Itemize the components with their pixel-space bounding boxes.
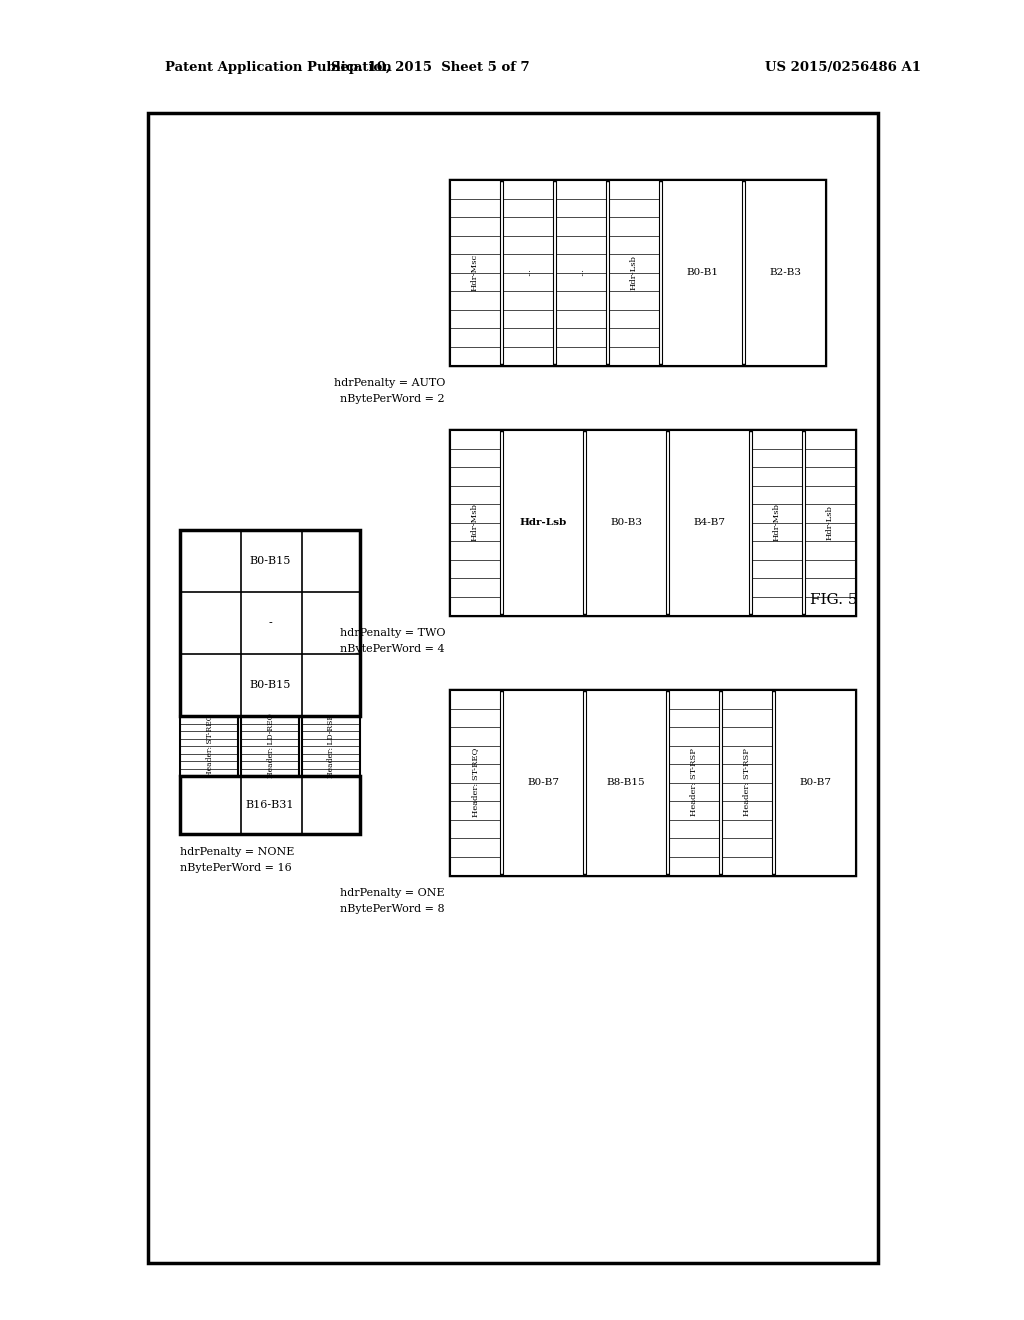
- Text: B2-B3: B2-B3: [769, 268, 801, 277]
- Bar: [752, 430, 802, 615]
- Text: B0-B15: B0-B15: [249, 680, 291, 690]
- Text: B0-B1: B0-B1: [686, 268, 718, 277]
- Bar: [586, 690, 666, 875]
- Text: Hdr-Lsb: Hdr-Lsb: [826, 506, 834, 540]
- Text: Header: ST-RSP: Header: ST-RSP: [743, 748, 751, 817]
- Text: hdrPenalty = NONE: hdrPenalty = NONE: [180, 847, 294, 857]
- Text: nBytePerWord = 2: nBytePerWord = 2: [340, 393, 445, 404]
- Bar: [450, 430, 855, 615]
- Bar: [241, 715, 299, 776]
- Text: Hdr-Msb: Hdr-Msb: [773, 503, 781, 541]
- Bar: [745, 180, 825, 366]
- Bar: [722, 690, 772, 875]
- Text: Header: LD-REQ: Header: LD-REQ: [266, 714, 274, 779]
- Text: Header: ST-REQ: Header: ST-REQ: [205, 714, 213, 777]
- Bar: [662, 180, 742, 366]
- Bar: [450, 690, 500, 875]
- Bar: [556, 180, 606, 366]
- Text: hdrPenalty = ONE: hdrPenalty = ONE: [340, 888, 445, 898]
- Text: Header: LD-RSP: Header: LD-RSP: [327, 714, 335, 777]
- Text: hdrPenalty = AUTO: hdrPenalty = AUTO: [334, 378, 445, 388]
- Text: Hdr-Lsb: Hdr-Lsb: [630, 255, 638, 290]
- Bar: [503, 690, 583, 875]
- Text: B4-B7: B4-B7: [693, 517, 725, 527]
- Text: B0-B15: B0-B15: [249, 556, 291, 566]
- Bar: [775, 690, 855, 875]
- Bar: [609, 180, 659, 366]
- Text: US 2015/0256486 A1: US 2015/0256486 A1: [765, 62, 921, 74]
- Text: nBytePerWord = 16: nBytePerWord = 16: [180, 863, 292, 873]
- Text: Hdr-Msb: Hdr-Msb: [471, 503, 479, 541]
- Bar: [302, 715, 360, 776]
- Text: Hdr-Lsb: Hdr-Lsb: [519, 517, 566, 527]
- Text: B0-B3: B0-B3: [610, 517, 642, 527]
- Text: hdrPenalty = TWO: hdrPenalty = TWO: [340, 628, 445, 638]
- Bar: [180, 531, 360, 715]
- Bar: [180, 715, 238, 776]
- Bar: [450, 180, 500, 366]
- Bar: [148, 114, 878, 1263]
- Bar: [586, 430, 666, 615]
- Text: Patent Application Publication: Patent Application Publication: [165, 62, 392, 74]
- Bar: [503, 180, 553, 366]
- Text: B0-B7: B0-B7: [527, 777, 559, 787]
- Bar: [450, 430, 500, 615]
- Text: Sep. 10, 2015  Sheet 5 of 7: Sep. 10, 2015 Sheet 5 of 7: [331, 62, 529, 74]
- Bar: [450, 690, 855, 875]
- Bar: [450, 180, 825, 366]
- Text: -: -: [268, 618, 272, 628]
- Text: ...: ...: [577, 268, 585, 276]
- Text: Hdr-Msc: Hdr-Msc: [471, 253, 479, 292]
- Text: B8-B15: B8-B15: [606, 777, 645, 787]
- Text: FIG. 5: FIG. 5: [810, 593, 857, 607]
- Bar: [503, 430, 583, 615]
- Text: B0-B7: B0-B7: [799, 777, 831, 787]
- Text: nBytePerWord = 4: nBytePerWord = 4: [340, 644, 445, 653]
- Text: Header: ST-REQ: Header: ST-REQ: [471, 748, 479, 817]
- Text: nBytePerWord = 8: nBytePerWord = 8: [340, 904, 445, 913]
- Text: ...: ...: [524, 268, 532, 276]
- Bar: [669, 430, 749, 615]
- Text: Header: ST-RSP: Header: ST-RSP: [690, 748, 698, 817]
- Bar: [805, 430, 855, 615]
- Bar: [180, 776, 360, 834]
- Text: B16-B31: B16-B31: [246, 800, 294, 810]
- Bar: [669, 690, 719, 875]
